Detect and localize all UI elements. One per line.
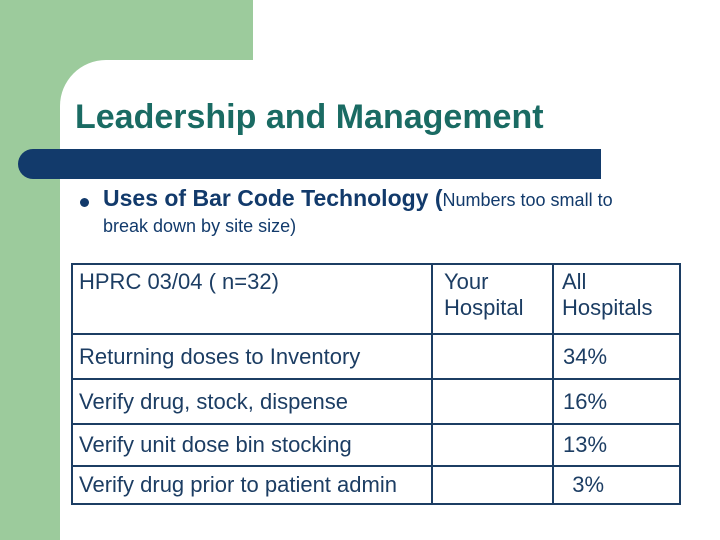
row-label: Returning doses to Inventory [71,333,433,380]
results-table: HPRC 03/04 ( n=32) Your Hospital All Hos… [71,263,681,505]
table-row: Verify drug, stock, dispense 16% [71,378,681,425]
page-title: Leadership and Management [75,98,544,136]
table-row: Verify unit dose bin stocking 13% [71,423,681,467]
column-header-survey: HPRC 03/04 ( n=32) [71,263,433,335]
table-row: Returning doses to Inventory 34% [71,333,681,380]
bullet-text: Uses of Bar Code Technology (Numbers too… [103,186,703,240]
table-row: Verify drug prior to patient admin 3% [71,465,681,505]
your-hospital-value [431,333,554,380]
column-header-your-hospital: Your Hospital [431,263,554,335]
table-header-row: HPRC 03/04 ( n=32) Your Hospital All Hos… [71,263,681,335]
bullet-note-line2: break down by site size) [103,216,297,236]
row-label: Verify unit dose bin stocking [71,423,433,467]
your-hospital-value [431,378,554,425]
bullet-bold-lead: Uses of Bar Code Technology ( [103,185,443,211]
all-hospitals-value: 34% [552,333,681,380]
row-label: Verify drug, stock, dispense [71,378,433,425]
bullet-icon [80,198,89,207]
all-hospitals-value: 13% [552,423,681,467]
title-underline-bar [18,149,601,179]
all-hospitals-value: 16% [552,378,681,425]
column-header-all-hospitals: All Hospitals [552,263,681,335]
all-hospitals-value: 3% [552,465,681,505]
bullet-note-line1: Numbers too small to [442,190,613,210]
your-hospital-value [431,465,554,505]
row-label: Verify drug prior to patient admin [71,465,433,505]
your-hospital-value [431,423,554,467]
